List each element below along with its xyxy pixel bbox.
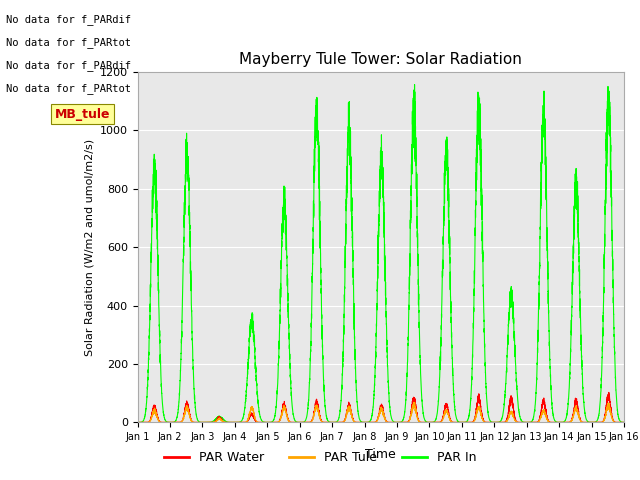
PAR In — [600, 285, 607, 290]
PAR Tule — [364, 420, 372, 425]
PAR Water — [134, 420, 141, 425]
Text: No data for f_PARdif: No data for f_PARdif — [6, 60, 131, 71]
PAR Water — [299, 420, 307, 425]
PAR Tule — [594, 420, 602, 425]
PAR In — [503, 356, 511, 361]
PAR Tule — [410, 399, 418, 405]
PAR In — [411, 82, 419, 87]
PAR Tule — [299, 420, 307, 425]
PAR In — [490, 420, 497, 425]
PAR In — [299, 420, 307, 425]
PAR Tule — [620, 420, 628, 425]
PAR In — [364, 420, 372, 425]
Legend: PAR Water, PAR Tule, PAR In: PAR Water, PAR Tule, PAR In — [159, 446, 481, 469]
Y-axis label: Solar Radiation (W/m2 and umol/m2/s): Solar Radiation (W/m2 and umol/m2/s) — [84, 139, 94, 356]
PAR Water — [594, 420, 602, 425]
PAR Tule — [490, 420, 497, 425]
Line: PAR In: PAR In — [138, 84, 624, 422]
PAR Water — [600, 418, 607, 423]
Text: No data for f_PARtot: No data for f_PARtot — [6, 83, 131, 94]
PAR Water — [364, 420, 372, 425]
PAR Tule — [134, 420, 141, 425]
PAR In — [134, 420, 141, 425]
Text: MB_tule: MB_tule — [54, 108, 110, 120]
PAR Water — [620, 420, 628, 425]
PAR In — [230, 420, 238, 425]
PAR Water — [605, 390, 612, 396]
PAR In — [620, 420, 628, 425]
Title: Mayberry Tule Tower: Solar Radiation: Mayberry Tule Tower: Solar Radiation — [239, 52, 522, 67]
PAR Water — [503, 416, 511, 422]
Text: No data for f_PARdif: No data for f_PARdif — [6, 13, 131, 24]
PAR In — [594, 417, 602, 422]
PAR Water — [490, 420, 497, 425]
Text: No data for f_PARtot: No data for f_PARtot — [6, 36, 131, 48]
PAR Tule — [600, 418, 607, 424]
PAR Tule — [503, 418, 511, 424]
Line: PAR Water: PAR Water — [138, 393, 624, 422]
Line: PAR Tule: PAR Tule — [138, 402, 624, 422]
X-axis label: Time: Time — [365, 448, 396, 461]
